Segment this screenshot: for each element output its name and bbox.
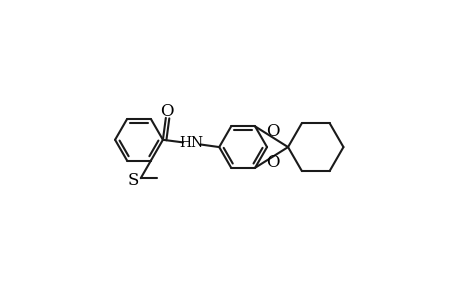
Text: O: O: [266, 154, 279, 171]
Text: HN: HN: [179, 136, 203, 150]
Text: O: O: [266, 123, 279, 140]
Text: S: S: [127, 172, 139, 189]
Text: O: O: [160, 103, 173, 120]
